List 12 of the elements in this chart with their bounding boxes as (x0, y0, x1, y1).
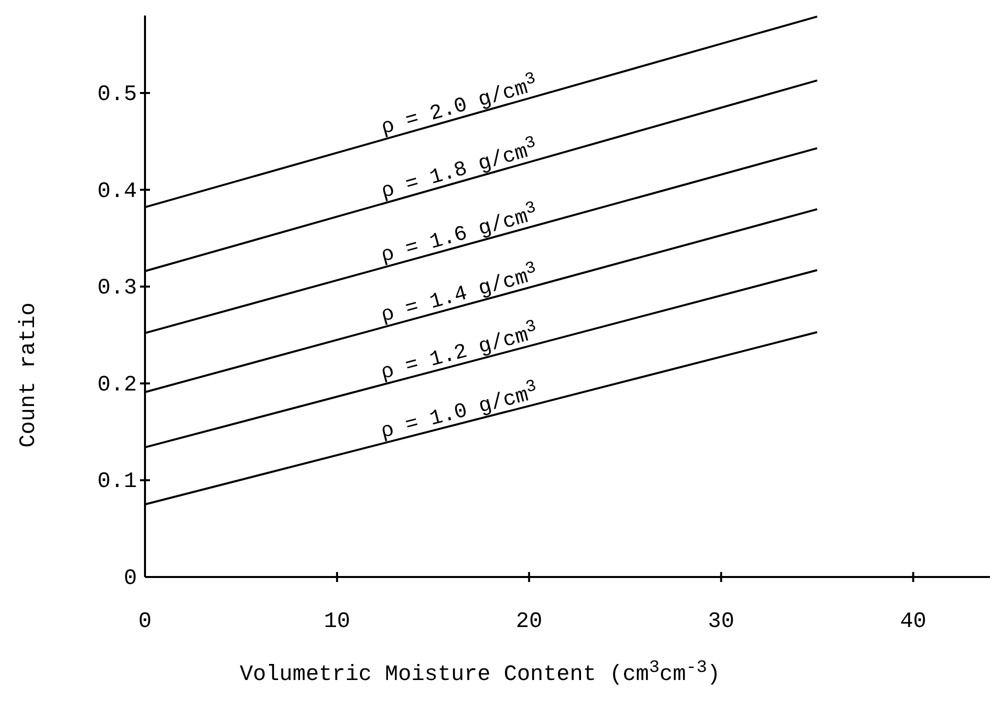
y-tick-label: 0.4 (97, 178, 137, 204)
x-tick-label: 10 (324, 609, 350, 634)
y-axis-title: Count ratio (16, 302, 41, 448)
y-tick-label: 0.5 (97, 82, 137, 107)
x-tick-label: 20 (516, 609, 542, 634)
y-tick-label: 0.1 (97, 469, 137, 494)
x-axis-title: Volumetric Moisture Content (cm$^{3}$cm$^{-3}$) (240, 658, 720, 687)
y-tick-label: 0.2 (97, 372, 137, 398)
x-tick-label: 40 (900, 609, 926, 634)
y-tick-label: 0 (124, 566, 137, 591)
x-tick-label: 30 (708, 609, 734, 634)
y-tick-label: 0.3 (97, 276, 137, 301)
